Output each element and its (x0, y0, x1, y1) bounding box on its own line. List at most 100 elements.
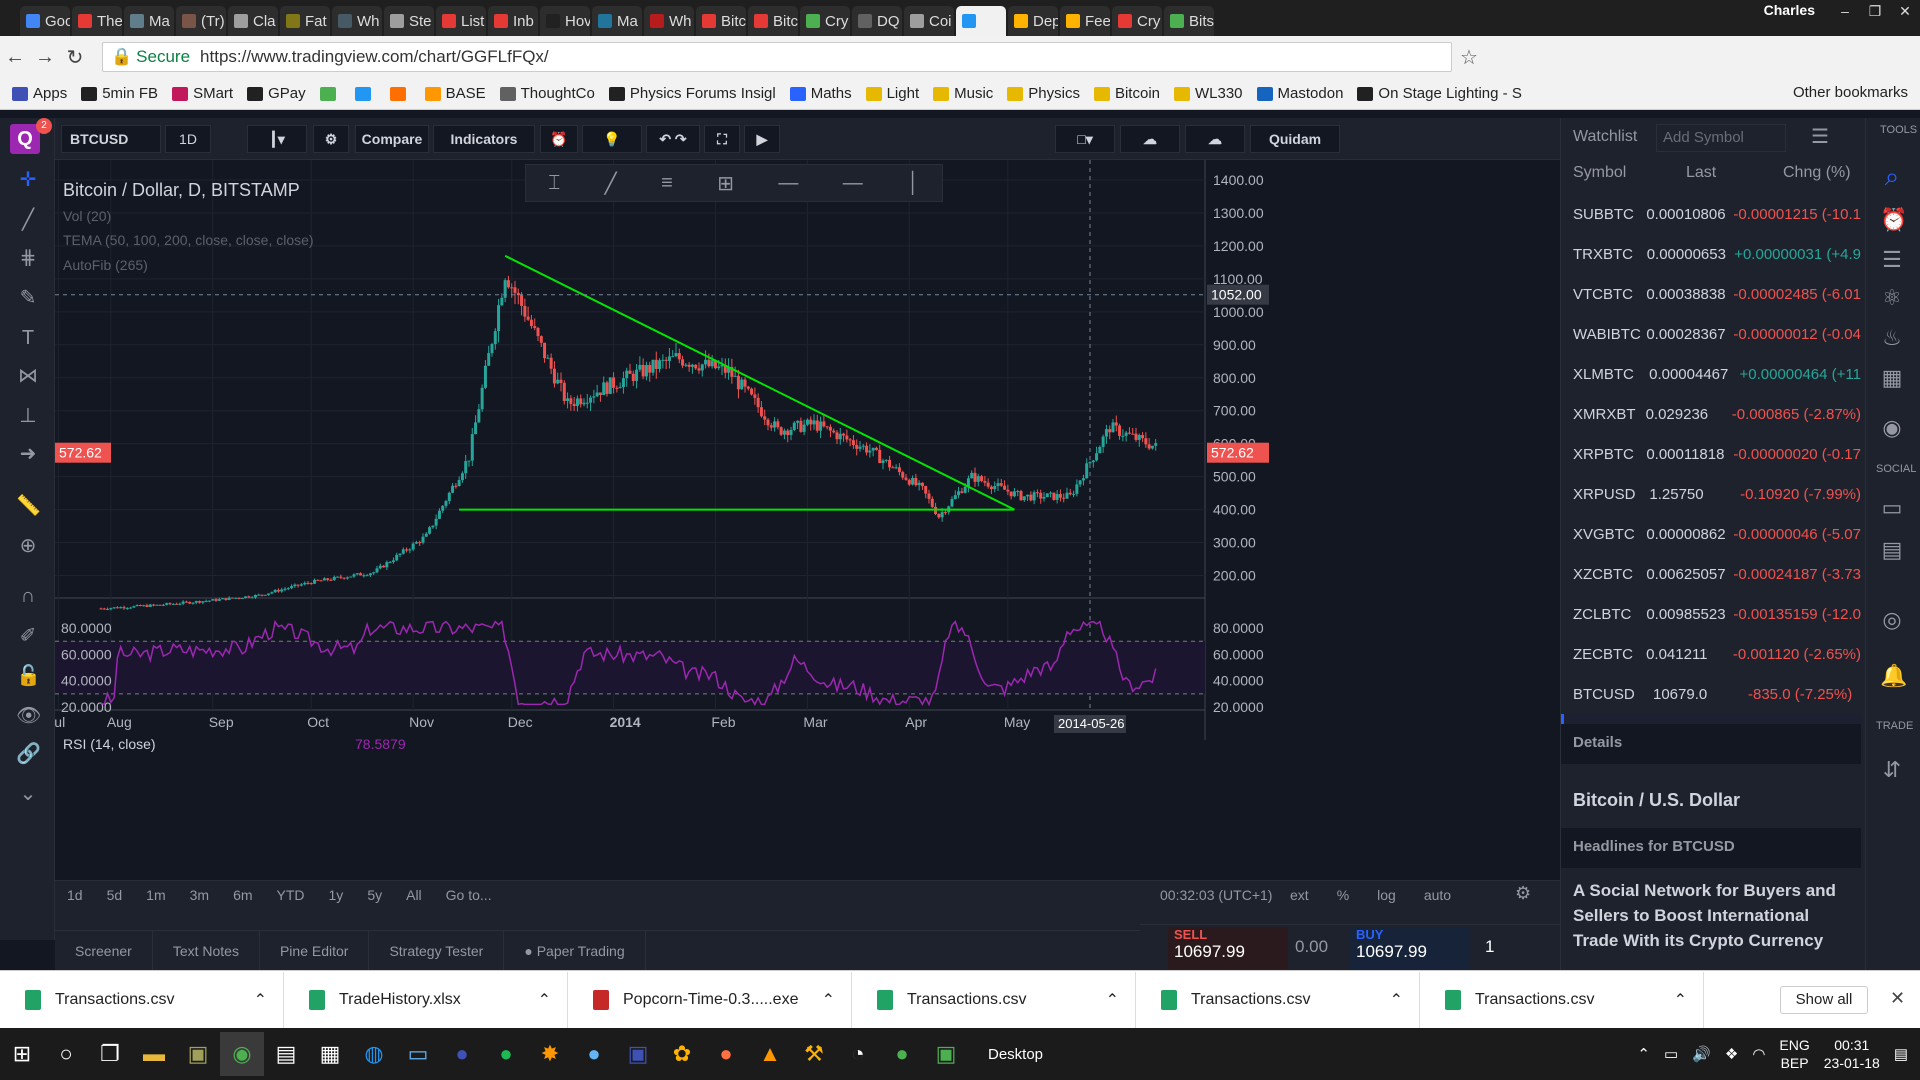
scale-option[interactable]: auto (1423, 887, 1452, 903)
headline-item[interactable]: A Social Network for Buyers and Sellers … (1573, 881, 1836, 950)
bookmark-item[interactable] (319, 86, 341, 101)
browser-tab[interactable]: The (72, 6, 122, 36)
tema-legend[interactable]: TEMA (50, 100, 200, close, close, close) (63, 232, 314, 248)
download-menu-icon[interactable]: ⌃ (253, 991, 267, 1009)
watchlist-row[interactable]: VTCBTC 0.00038838 -0.00002485 (-6.01 (1561, 274, 1861, 314)
bookmark-item[interactable]: Mastodon (1256, 85, 1343, 102)
browser-tab[interactable]: List (436, 6, 486, 36)
watchlist-row[interactable]: XVGBTC 0.00000862 -0.00000046 (-5.07 (1561, 514, 1861, 554)
language-indicator[interactable]: ENG BEP (1779, 1037, 1810, 1071)
chart-area[interactable]: 1400.00 1300.00 1200.00 1100.00 1000.00 900.0… (55, 160, 1560, 880)
settings-icon[interactable]: ⚙ (313, 125, 349, 153)
bottom-tab[interactable]: Text Notes (153, 930, 260, 971)
minimize-icon[interactable]: – (1841, 3, 1849, 19)
watchlist-row[interactable]: XZCBTC 0.00625057 -0.00024187 (-3.73 (1561, 554, 1861, 594)
watchlist-row[interactable]: XLMBTC 0.00004467 +0.00000464 (+11 (1561, 354, 1861, 394)
browser-tab[interactable]: Bitc (696, 6, 746, 36)
whatsapp-icon[interactable]: ● (895, 1041, 909, 1066)
watchlist-row[interactable]: ZCLBTC 0.00985523 -0.00135159 (-12.0 (1561, 594, 1861, 634)
sell-button[interactable]: SELL 10697.99 (1168, 927, 1288, 969)
bookmark-item[interactable] (389, 86, 411, 101)
range-5[interactable]: YTD (276, 887, 305, 903)
browser-tab[interactable]: Cla (228, 6, 278, 36)
chat-icon[interactable]: ▭ (1881, 495, 1903, 520)
browser-tab[interactable]: Fee (1060, 6, 1110, 36)
download-item[interactable]: Transactions.csv ⌃ (1420, 971, 1704, 1028)
browser-tab[interactable]: Cry (800, 6, 850, 36)
browser-tab[interactable]: Wh (644, 6, 694, 36)
bookmark-item[interactable]: On Stage Lighting - S (1357, 85, 1522, 102)
browser-tab[interactable] (956, 6, 1006, 36)
bottom-tab[interactable]: Screener (55, 930, 153, 971)
bottom-tab[interactable]: ● Paper Trading (504, 930, 646, 971)
headlines-header[interactable]: Headlines for BTCUSD (1561, 828, 1861, 868)
action-center-icon[interactable]: ▤ (1893, 1046, 1908, 1063)
wifi-icon[interactable]: ◠ (1752, 1046, 1766, 1063)
collapse-icon[interactable]: ⌄ (19, 783, 37, 805)
browser-tab[interactable]: Fat (280, 6, 330, 36)
close-downloads-icon[interactable]: ✕ (1890, 988, 1906, 1008)
fib-retrace-icon[interactable]: ⊞ (717, 172, 734, 195)
zoom-icon[interactable]: ⊕ (19, 535, 37, 557)
range-0[interactable]: 1d (67, 887, 83, 903)
bookmark-item[interactable]: Apps (12, 85, 67, 102)
eye-icon[interactable]: 👁 (16, 705, 42, 727)
browser-tab[interactable]: Cry (1112, 6, 1162, 36)
cloud-load-icon[interactable]: ☁ (1120, 125, 1180, 153)
alert-icon[interactable]: ⏰ (540, 125, 578, 153)
notifications-icon[interactable]: 🔔 (1880, 663, 1908, 688)
idea-icon[interactable]: 💡 (582, 125, 642, 153)
download-item[interactable]: Transactions.csv ⌃ (0, 971, 284, 1028)
watchlist-icon[interactable]: ⌕ (1884, 161, 1900, 191)
ray-icon[interactable]: ― (842, 171, 863, 194)
watchlist-row[interactable]: XRPBTC 0.00011818 -0.00000020 (-0.17 (1561, 434, 1861, 474)
messages-icon[interactable]: ▤ (1881, 537, 1903, 562)
bookmark-item[interactable]: WL330 (1174, 85, 1243, 102)
arrow-icon[interactable]: ➜ (19, 443, 37, 465)
user-menu[interactable]: Quidam (1250, 125, 1340, 153)
taskview-icon[interactable]: ❐ (100, 1041, 120, 1066)
calendar-icon[interactable]: ▦ (1881, 365, 1903, 390)
undo-redo[interactable]: ↶ ↷ (646, 125, 700, 153)
range-2[interactable]: 1m (146, 887, 166, 903)
data-window-icon[interactable]: ☰ (1882, 247, 1902, 272)
range-7[interactable]: 5y (367, 887, 383, 903)
magnet-icon[interactable]: ∩ (20, 585, 36, 607)
interval-button[interactable]: 1D (165, 125, 211, 153)
bookmark-item[interactable]: Maths (789, 85, 852, 102)
url-bar[interactable]: 🔒 Secure https://www.tradingview.com/cha… (102, 42, 1452, 72)
start-icon[interactable]: ⊞ (12, 1041, 32, 1066)
forward-icon[interactable]: → (35, 45, 55, 68)
col-symbol[interactable]: Symbol (1573, 164, 1627, 181)
browser-tab[interactable]: Bitc (748, 6, 798, 36)
drawing-tools-floating-bar[interactable]: ⌶ ╱ ≡ ⊞ — ― │ (525, 164, 943, 202)
fullscreen-icon[interactable]: ⛶ (704, 125, 740, 153)
browser-tab[interactable]: Ma (592, 6, 642, 36)
unlock-icon[interactable]: 🔓 (16, 665, 41, 687)
details-header[interactable]: Details (1561, 724, 1861, 764)
replay-icon[interactable]: ▶ (744, 125, 780, 153)
browser-tab[interactable]: Inb (488, 6, 538, 36)
watchlist-row[interactable]: WABIBTC 0.00028367 -0.00000012 (-0.04 (1561, 314, 1861, 354)
lock-drawing-icon[interactable]: ✐ (19, 625, 37, 647)
spotify-icon[interactable]: ● (499, 1041, 513, 1066)
bookmark-item[interactable]: 5min FB (81, 85, 158, 102)
bottom-tab[interactable]: Strategy Tester (369, 930, 505, 971)
watchlist-row[interactable]: SUBBTC 0.00010806 -0.00001215 (-10.1 (1561, 194, 1861, 234)
desktop-label[interactable]: Desktop (988, 1045, 1044, 1063)
text-cursor-icon[interactable]: ⌶ (548, 171, 561, 194)
search-icon[interactable]: ○ (59, 1041, 73, 1066)
media-icon[interactable]: ✿ (672, 1041, 692, 1066)
channel-icon[interactable]: ≡ (661, 171, 673, 194)
bookmark-item[interactable]: ThoughtCo (499, 85, 595, 102)
range-4[interactable]: 6m (233, 887, 253, 903)
hline-icon[interactable]: — (778, 171, 799, 194)
watchlist-row[interactable]: XMRXBT 0.029236 -0.000865 (-2.87%) (1561, 394, 1861, 434)
star-icon[interactable]: ☆ (1460, 46, 1478, 69)
chrome-icon[interactable]: ◉ (220, 1032, 264, 1076)
pattern-icon[interactable]: ⋈ (18, 365, 38, 387)
url-text[interactable]: https://www.tradingview.com/chart/GGFLfF… (200, 47, 549, 66)
range-1[interactable]: 5d (106, 887, 123, 903)
range-9[interactable]: Go to... (445, 887, 492, 903)
bookmark-item[interactable]: Physics Forums Insigl (608, 85, 776, 102)
